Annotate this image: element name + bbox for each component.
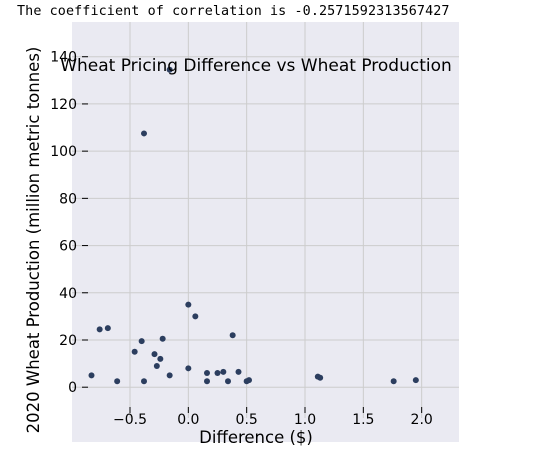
data-point (159, 335, 166, 342)
x-tick-label: 1.5 (352, 412, 374, 428)
data-points (88, 66, 419, 385)
data-point (204, 378, 210, 385)
x-tick-label: 0.0 (177, 412, 199, 428)
data-point (153, 362, 160, 369)
data-point (151, 351, 158, 358)
data-point (235, 368, 242, 375)
x-tick-label: −0.5 (113, 412, 147, 428)
scatter-chart: −0.5 0.0 0.5 1.0 1.5 2.0 0 20 40 60 80 100 120 140 W… (24, 22, 459, 447)
data-point (138, 338, 145, 345)
y-tick-label: 80 (59, 191, 77, 207)
correlation-output-text: The coefficient of correlation is -0.257… (17, 4, 450, 19)
data-point (192, 313, 199, 320)
x-tick-label: 1.0 (294, 412, 316, 428)
data-point (214, 370, 221, 377)
y-tick-label: 120 (50, 97, 77, 113)
data-point (204, 370, 210, 377)
data-point (166, 372, 173, 379)
data-point (157, 355, 164, 362)
x-tick-label: 0.5 (236, 412, 258, 428)
y-axis-label: 2020 Wheat Production (million metric to… (24, 47, 43, 434)
x-axis-label: Difference ($) (199, 428, 313, 447)
data-point (390, 378, 397, 385)
data-point (229, 332, 236, 339)
x-axis-ticks: −0.5 0.0 0.5 1.0 1.5 2.0 (113, 407, 433, 428)
x-tick-label: 2.0 (411, 412, 433, 428)
data-point (220, 368, 227, 375)
data-point (185, 301, 192, 308)
y-tick-label: 140 (50, 50, 77, 66)
y-tick-label: 20 (59, 333, 77, 349)
y-tick-label: 40 (59, 286, 77, 302)
data-point (166, 66, 173, 73)
data-point (246, 377, 252, 384)
chart-title: Wheat Pricing Difference vs Wheat Produc… (60, 56, 452, 76)
data-point (185, 365, 192, 372)
data-point (412, 377, 419, 384)
data-point (141, 130, 147, 137)
data-point (96, 326, 103, 333)
data-point (114, 378, 121, 385)
data-point (88, 372, 95, 379)
y-tick-label: 100 (50, 144, 77, 160)
scatter-figure: −0.5 0.0 0.5 1.0 1.5 2.0 0 20 40 60 80 100 120 140 W… (0, 22, 538, 476)
y-tick-label: 60 (59, 239, 77, 255)
y-axis-ticks: 0 20 40 60 80 100 120 140 (50, 50, 88, 396)
data-point (104, 325, 111, 332)
data-point (317, 374, 324, 381)
data-point (141, 378, 147, 385)
data-point (225, 378, 231, 385)
grid-lines (72, 22, 459, 418)
y-tick-label: 0 (68, 380, 77, 396)
data-point (131, 348, 138, 355)
plot-area (72, 22, 459, 442)
